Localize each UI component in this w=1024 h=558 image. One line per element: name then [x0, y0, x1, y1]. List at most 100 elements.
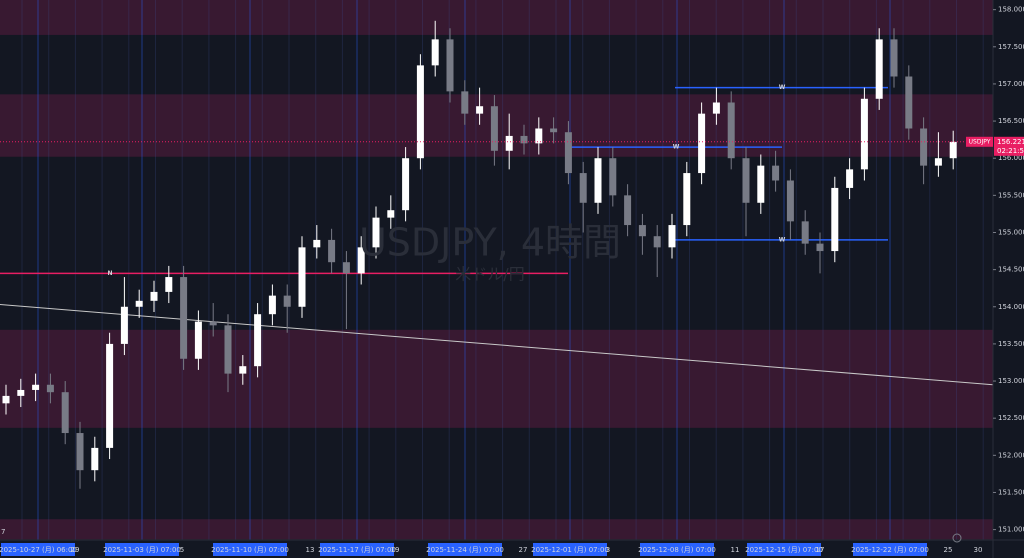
candle-body [209, 321, 217, 326]
level-label: W [779, 84, 786, 91]
time-label-bg [533, 543, 607, 556]
x-tick-label: 30 [974, 546, 983, 554]
candle-body [416, 65, 424, 159]
x-tick-label: 2025-10-27 (月) 06:00 [0, 546, 77, 554]
level-label: W [779, 236, 786, 243]
candle-body [106, 343, 114, 448]
time-label-bg [1, 543, 75, 556]
candle-body [846, 169, 854, 188]
zone [0, 0, 993, 35]
candle-body [698, 113, 706, 174]
candle-body [357, 247, 365, 274]
x-tick-label: 2025-11-10 (月) 07:00 [211, 546, 289, 554]
time-label-bg [105, 543, 179, 556]
level-label: N [107, 270, 112, 277]
y-tick-label: 155.500 [998, 191, 1024, 199]
candle-body [934, 158, 942, 166]
y-tick-label: 152.500 [998, 414, 1024, 422]
candle-body [431, 39, 439, 66]
candle-body [254, 314, 262, 367]
y-tick-label: 151.500 [998, 488, 1024, 496]
candle-body [727, 102, 735, 159]
candle-body [165, 277, 173, 292]
y-tick-label: 157.000 [998, 80, 1024, 88]
symbol-tag [966, 136, 993, 147]
candle-body [831, 187, 839, 252]
y-tick-label: 157.500 [998, 43, 1024, 51]
candle-body [772, 165, 780, 181]
zone [0, 519, 993, 540]
candle-body [402, 158, 410, 211]
countdown-label: 02:21:57 [997, 147, 1024, 155]
candle-body [387, 210, 395, 218]
y-tick-label: 152.000 [998, 451, 1024, 459]
time-label-bg [428, 543, 502, 556]
x-tick-label: 2025-12-15 (月) 07:00 [745, 546, 823, 554]
time-label-bg [853, 543, 927, 556]
x-tick-label: 2025-12-01 (月) 07:00 [531, 546, 609, 554]
candle-body [150, 291, 158, 301]
candle-body [476, 106, 484, 114]
time-label-bg [213, 543, 287, 556]
candle-body [372, 217, 380, 248]
candle-body [76, 433, 84, 471]
level-label: W [673, 144, 680, 151]
candle-body [224, 325, 232, 374]
candle-body [490, 106, 498, 151]
x-tick-label: 27 [519, 546, 528, 554]
candle-body [624, 195, 632, 226]
y-tick-label: 156.000 [998, 154, 1024, 162]
candle-body [920, 128, 928, 166]
x-tick-label: 3 [606, 546, 610, 554]
candle-body [579, 173, 587, 203]
candle-body [283, 295, 291, 307]
time-label-bg [747, 543, 821, 556]
candle-body [135, 300, 143, 307]
y-tick-label: 151.000 [998, 526, 1024, 534]
plot-area: N W W W [0, 0, 993, 540]
candle-body [609, 158, 617, 196]
candle-body [653, 236, 661, 248]
candle-body [712, 102, 720, 114]
candle-body [2, 395, 10, 404]
candle-body [535, 128, 543, 144]
watermark: USDJPY, 4時間 [359, 221, 621, 265]
candle-body [564, 132, 572, 174]
candle-body [446, 39, 454, 92]
candle-body [194, 321, 202, 359]
candle-body [180, 277, 188, 359]
candle-body [32, 384, 40, 390]
time-label-bg [640, 543, 714, 556]
x-tick-label: 19 [391, 546, 400, 554]
candle-body [268, 295, 276, 315]
watermark-sub: 米ドル/円 [455, 265, 524, 284]
x-tick-label: 2025-12-08 (月) 07:00 [638, 546, 716, 554]
candle-body [520, 135, 528, 144]
y-tick-label: 155.000 [998, 228, 1024, 236]
y-tick-label: 153.500 [998, 340, 1024, 348]
y-tick-label: 154.500 [998, 266, 1024, 274]
candle-body [342, 262, 350, 274]
y-tick-label: 158.000 [998, 6, 1024, 14]
x-tick-label: 2025-11-24 (月) 07:00 [426, 546, 504, 554]
trendline [0, 304, 993, 386]
candle-body [17, 389, 25, 396]
price-label: 156.221 [997, 138, 1024, 146]
candle-body [61, 392, 69, 434]
candle-body [668, 225, 676, 248]
x-tick-label: 2025-11-17 (月) 07:00 [318, 546, 396, 554]
candle-body [239, 366, 247, 374]
candle-body [875, 39, 883, 99]
candle-body [46, 384, 54, 393]
zone [0, 329, 993, 428]
x-tick-label: 13 [306, 546, 315, 554]
candle-body [298, 247, 306, 307]
price-tag [994, 136, 1024, 156]
symbol-label: USDJPY [969, 138, 991, 145]
x-tick-label: 2025-12-22 (月) 07:00 [851, 546, 929, 554]
candle-body [683, 173, 691, 226]
y-tick-label: 156.500 [998, 117, 1024, 125]
candle-body [860, 98, 868, 170]
candle-body [816, 243, 824, 252]
